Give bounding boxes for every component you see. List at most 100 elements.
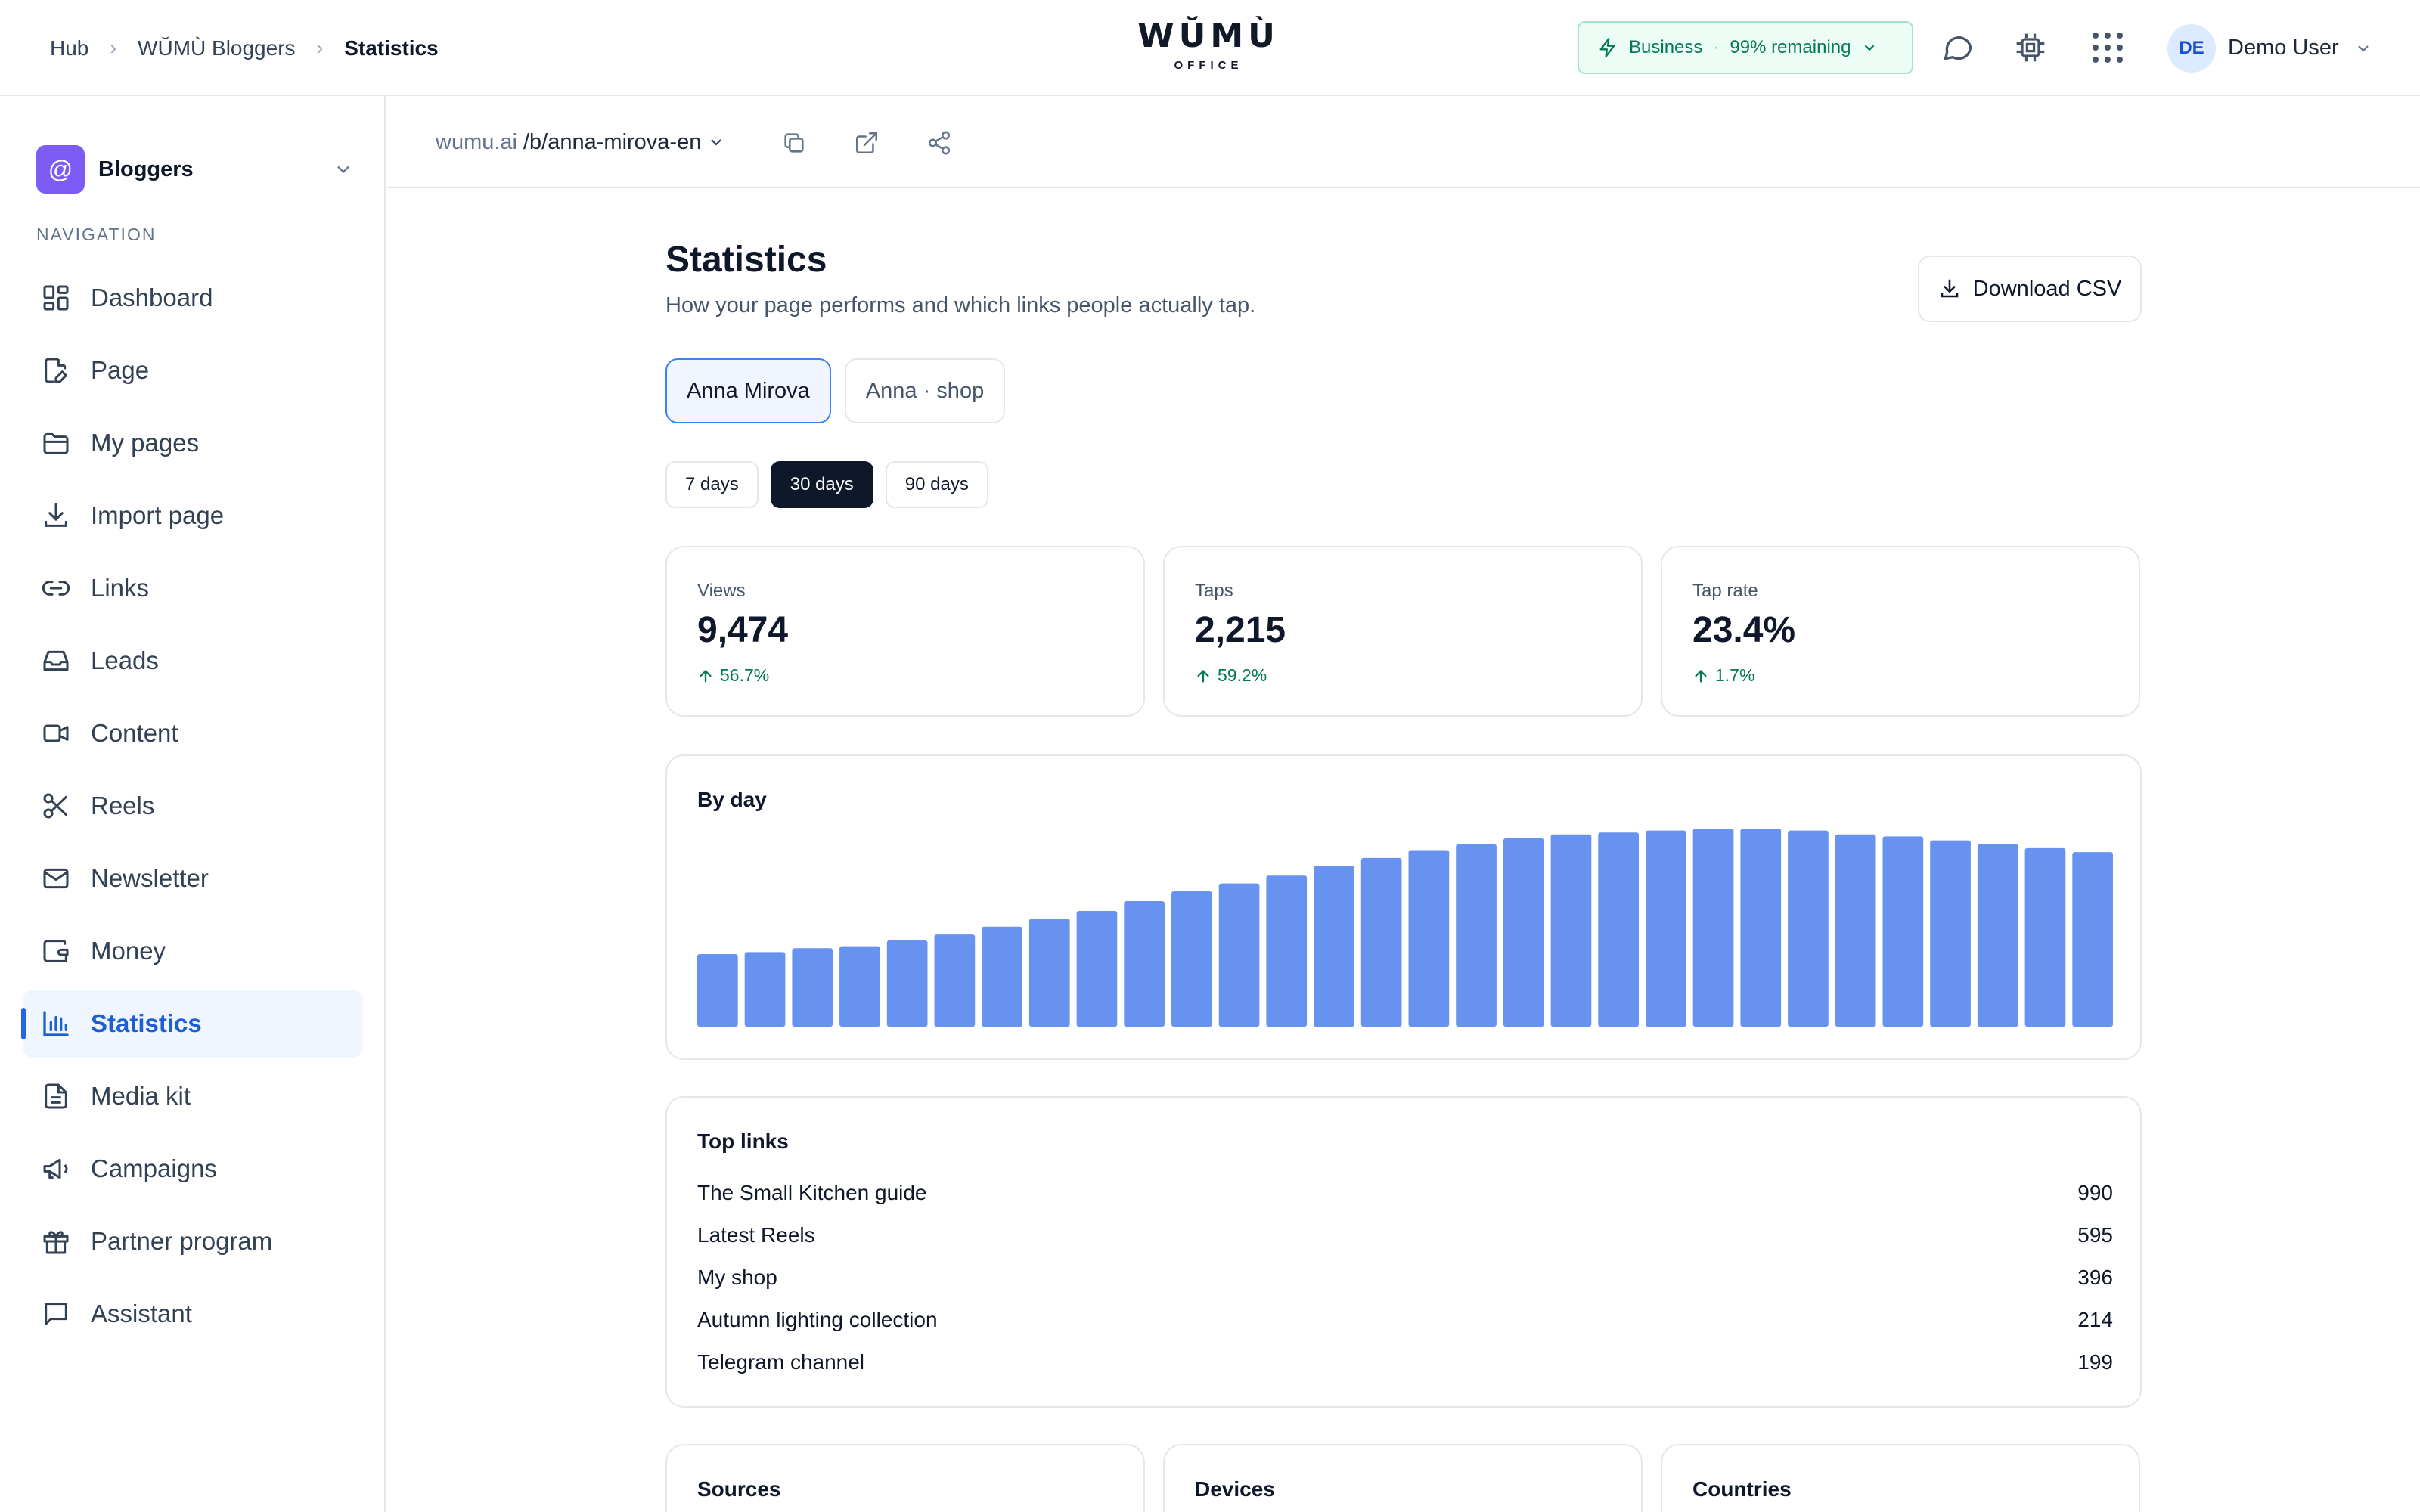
sidebar-item-dashboard[interactable]: Dashboard <box>23 264 363 332</box>
kpi-card-views: Views 9,474 56.7% <box>666 546 1145 717</box>
chart-bar[interactable] <box>1314 866 1354 1027</box>
chart-bar[interactable] <box>1930 840 1971 1027</box>
page-url-select[interactable]: wumu.ai /b/anna-mirova-en <box>436 96 725 188</box>
chart-bar[interactable] <box>1266 875 1308 1027</box>
sidebar-item-money[interactable]: Money <box>23 917 363 985</box>
breadcrumb: Hub › WŬMÙ Bloggers › Statistics <box>50 0 439 96</box>
range-30-days[interactable]: 30 days <box>770 461 873 508</box>
sidebar-item-campaigns[interactable]: Campaigns <box>23 1135 363 1203</box>
sidebar-item-leads[interactable]: Leads <box>23 627 363 695</box>
chart-bar[interactable] <box>1076 911 1118 1027</box>
page-chip-anna-mirova[interactable]: Anna Mirova <box>666 358 831 423</box>
range-90-days[interactable]: 90 days <box>885 461 988 508</box>
chart-bar[interactable] <box>1456 844 1497 1027</box>
link-name: Latest Reels <box>697 1223 815 1247</box>
sidebar-item-label: Import page <box>91 501 225 529</box>
workspace-name: Bloggers <box>98 156 194 181</box>
chart-bar[interactable] <box>1977 844 2018 1027</box>
chart-bar[interactable] <box>839 946 880 1027</box>
sidebar-item-reels[interactable]: Reels <box>23 772 363 840</box>
sidebar-item-assistant[interactable]: Assistant <box>23 1280 363 1348</box>
external-link-icon[interactable] <box>850 126 883 160</box>
breadcrumb-hub[interactable]: Hub <box>50 36 89 60</box>
kpi-card-tap-rate: Tap rate 23.4% 1.7% <box>1661 546 2140 717</box>
sidebar-item-label: Statistics <box>91 1009 202 1037</box>
chart-bar[interactable] <box>1692 829 1734 1027</box>
chart-bar[interactable] <box>2072 852 2113 1027</box>
share-icon[interactable] <box>923 126 956 160</box>
workspace-switcher[interactable]: @ Bloggers <box>36 144 354 194</box>
apps-grid-icon[interactable] <box>2089 29 2127 67</box>
kpi-delta: 56.7% <box>697 665 769 686</box>
nav-section-title: NAVIGATION <box>36 225 157 244</box>
chart-bar[interactable] <box>744 952 786 1027</box>
plan-name: Business <box>1629 37 1703 57</box>
sidebar-item-newsletter[interactable]: Newsletter <box>23 844 363 912</box>
download-csv-button[interactable]: Download CSV <box>1918 256 2142 322</box>
sidebar-item-media-kit[interactable]: Media kit <box>23 1062 363 1130</box>
date-range-selector: 7 days 30 days 90 days <box>666 461 988 508</box>
sidebar-item-page[interactable]: Page <box>23 336 363 404</box>
url-path: /b/anna-mirova-en <box>523 129 702 154</box>
sidebar-item-content[interactable]: Content <box>23 699 363 767</box>
chart-bar[interactable] <box>1550 834 1592 1027</box>
chart-bar[interactable] <box>697 954 738 1027</box>
video-icon <box>43 724 69 742</box>
chevron-down-icon <box>337 166 349 174</box>
chart-bar[interactable] <box>886 940 928 1027</box>
link-name: My shop <box>697 1266 777 1289</box>
chevron-right-icon: › <box>316 36 324 59</box>
chart-bar[interactable] <box>792 948 833 1027</box>
by-day-bar-chart <box>697 829 2113 1027</box>
chart-bar[interactable] <box>1360 857 1402 1027</box>
arrow-up-icon <box>700 669 712 682</box>
breadcrumb-bloggers[interactable]: WŬMÙ Bloggers <box>138 36 296 60</box>
sidebar-item-links[interactable]: Links <box>23 554 363 622</box>
chart-bar[interactable] <box>1788 830 1829 1027</box>
breadcrumb-current: Statistics <box>344 36 439 60</box>
page-title: Statistics <box>666 240 827 280</box>
sidebar: @ Bloggers NAVIGATION Dashboard Page My … <box>0 96 386 1512</box>
chart-bar[interactable] <box>2024 847 2066 1027</box>
chart-bar[interactable] <box>1646 830 1686 1027</box>
sidebar-item-import-page[interactable]: Import page <box>23 482 363 550</box>
page-url-bar: wumu.ai /b/anna-mirova-en <box>387 96 2420 188</box>
avatar[interactable]: DE <box>2167 24 2216 73</box>
chart-bar[interactable] <box>1408 850 1450 1027</box>
sidebar-item-statistics[interactable]: Statistics <box>21 990 363 1058</box>
user-menu-button[interactable]: Demo User <box>2228 0 2372 96</box>
chart-bar[interactable] <box>1598 832 1639 1027</box>
chat-icon[interactable] <box>1939 29 1977 67</box>
copy-icon[interactable] <box>777 126 811 160</box>
range-7-days[interactable]: 7 days <box>666 461 759 508</box>
chart-bar[interactable] <box>982 926 1022 1027</box>
arrow-up-icon <box>1695 669 1707 682</box>
cpu-icon[interactable] <box>2012 29 2049 67</box>
chevron-down-icon <box>2357 45 2369 52</box>
sidebar-item-partner-program[interactable]: Partner program <box>23 1207 363 1275</box>
sidebar-item-label: Assistant <box>91 1300 192 1328</box>
link-name: Telegram channel <box>697 1350 865 1374</box>
logo-sub: OFFICE <box>1174 59 1243 72</box>
list-item: Autumn lighting collection 214 <box>697 1299 2113 1341</box>
sidebar-item-label: Campaigns <box>91 1154 217 1182</box>
wallet-icon <box>43 940 69 962</box>
page-chip-anna-shop[interactable]: Anna · shop <box>844 358 1006 423</box>
sidebar-item-my-pages[interactable]: My pages <box>23 409 363 477</box>
logo[interactable]: WŬMÙ OFFICE <box>1134 15 1283 72</box>
plan-badge-button[interactable]: Business · 99% remaining <box>1578 21 1913 74</box>
chart-bar[interactable] <box>1028 919 1070 1027</box>
chart-bar[interactable] <box>1124 901 1165 1027</box>
chart-bar[interactable] <box>934 934 976 1027</box>
chart-bar[interactable] <box>1218 883 1260 1027</box>
top-links-card: Top links The Small Kitchen guide 990 La… <box>666 1096 2142 1408</box>
chart-bar[interactable] <box>1882 836 1924 1027</box>
chart-bar[interactable] <box>1503 838 1544 1027</box>
chart-bar[interactable] <box>1740 829 1782 1027</box>
download-icon <box>1941 279 1958 298</box>
download-csv-label: Download CSV <box>1972 276 2122 301</box>
chart-bar[interactable] <box>1835 834 1876 1027</box>
chart-bar[interactable] <box>1171 891 1212 1027</box>
link-count: 990 <box>2077 1181 2113 1204</box>
kpi-card-taps: Taps 2,215 59.2% <box>1163 546 1643 717</box>
